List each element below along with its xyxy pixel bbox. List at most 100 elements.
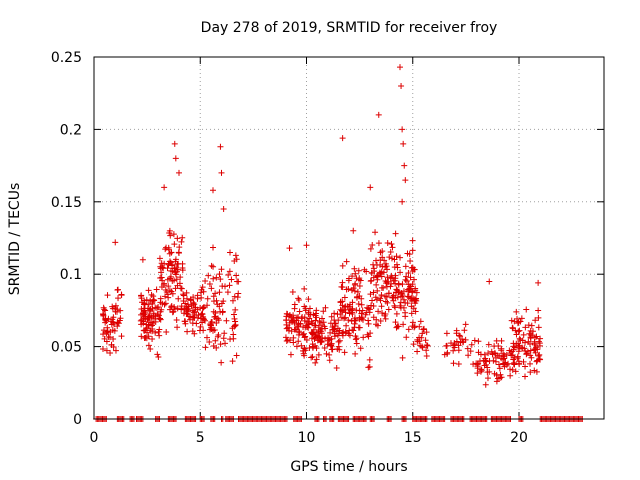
data-point (348, 317, 355, 324)
data-point (221, 330, 228, 337)
data-point (375, 240, 382, 247)
data-point (522, 363, 529, 370)
data-point (380, 269, 387, 276)
data-point (206, 281, 213, 288)
data-point (337, 299, 344, 306)
data-point (165, 244, 172, 251)
data-point (528, 354, 535, 361)
data-point (177, 274, 184, 281)
data-point (175, 295, 182, 302)
data-point (492, 358, 499, 365)
data-point (159, 277, 166, 284)
data-point (290, 339, 297, 346)
data-point (180, 297, 187, 304)
data-point (214, 301, 221, 308)
data-point (328, 313, 335, 320)
data-point (162, 246, 169, 253)
data-point (461, 327, 468, 334)
data-point (342, 314, 349, 321)
data-point (404, 293, 411, 300)
data-point (212, 290, 219, 297)
data-point (192, 304, 199, 311)
data-point (297, 320, 304, 327)
data-point (312, 312, 319, 319)
data-point (291, 305, 298, 312)
data-point (226, 268, 233, 275)
data-point (325, 337, 332, 344)
data-point (296, 329, 303, 336)
data-point (515, 348, 522, 355)
data-point (345, 330, 352, 337)
data-point (495, 361, 502, 368)
x-tick-label: 5 (196, 430, 205, 446)
data-point (203, 334, 210, 341)
data-point (352, 280, 359, 287)
data-point (161, 301, 168, 308)
data-point (533, 358, 540, 365)
data-point (537, 356, 544, 363)
data-point (365, 305, 372, 312)
data-point (210, 244, 217, 251)
data-point (322, 304, 329, 311)
data-point (401, 162, 408, 169)
chart-title: Day 278 of 2019, SRMTID for receiver fro… (201, 20, 498, 36)
data-point (208, 262, 215, 269)
data-point (471, 337, 478, 344)
data-point (230, 331, 237, 338)
data-point (228, 276, 235, 283)
data-point (159, 264, 166, 271)
data-point (141, 311, 148, 318)
data-point (174, 324, 181, 331)
data-point (160, 282, 167, 289)
data-point (409, 237, 416, 244)
data-point (194, 292, 201, 299)
data-point (313, 356, 320, 363)
data-point (208, 285, 215, 292)
data-point (371, 268, 378, 275)
data-point (528, 322, 535, 329)
data-point (306, 315, 313, 322)
data-point (304, 324, 311, 331)
data-point (100, 331, 107, 338)
data-point (322, 335, 329, 342)
data-point (385, 306, 392, 313)
data-point (308, 354, 315, 361)
data-point (409, 247, 416, 254)
data-point (420, 325, 427, 332)
data-point (295, 295, 302, 302)
x-tick-label: 20 (510, 430, 528, 446)
data-point (398, 82, 405, 89)
data-point (392, 319, 399, 326)
data-point (118, 333, 125, 340)
data-point (367, 330, 374, 337)
data-point (405, 293, 412, 300)
data-point (403, 273, 410, 280)
data-point (349, 273, 356, 280)
data-point (207, 320, 214, 327)
data-point (414, 348, 421, 355)
data-point (384, 240, 391, 247)
data-point (408, 310, 415, 317)
data-point (112, 347, 119, 354)
data-point (531, 341, 538, 348)
data-point (393, 286, 400, 293)
data-point (285, 327, 292, 334)
data-point (393, 261, 400, 268)
data-point (100, 345, 107, 352)
data-point (512, 327, 519, 334)
data-point (387, 283, 394, 290)
data-point (191, 301, 198, 308)
data-point (387, 249, 394, 256)
data-point (418, 334, 425, 341)
data-point (409, 323, 416, 330)
data-point (400, 288, 407, 295)
data-point (331, 322, 338, 329)
data-point (373, 257, 380, 264)
data-point (485, 350, 492, 357)
data-point (175, 249, 182, 256)
data-point (365, 317, 372, 324)
data-point (419, 330, 426, 337)
data-point (152, 329, 159, 336)
data-point (379, 310, 386, 317)
data-point (388, 240, 395, 247)
